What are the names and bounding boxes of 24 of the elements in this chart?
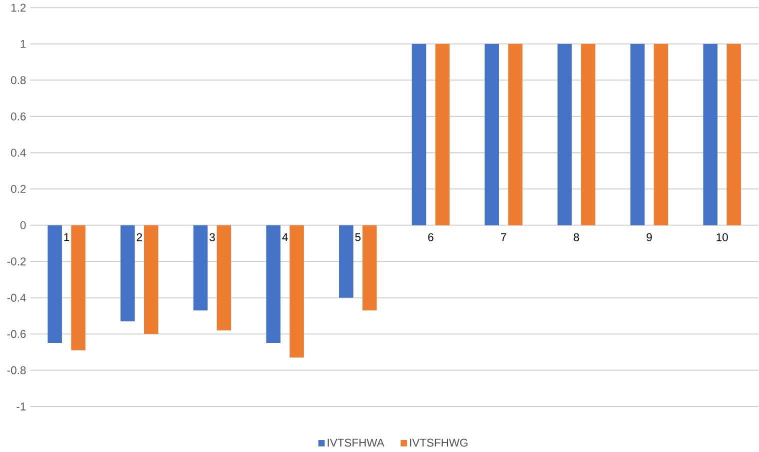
y-tick-label: 0.2 xyxy=(11,184,26,193)
y-tick-label: -1 xyxy=(16,402,26,410)
y-tick-label: 1.2 xyxy=(11,4,26,12)
x-tick-label: 5 xyxy=(355,233,361,241)
x-tick-label: 9 xyxy=(646,233,652,242)
y-tick-label: -0.6 xyxy=(7,330,26,338)
legend-label: IVTSFHWA xyxy=(328,438,384,447)
y-tick-label: 0.8 xyxy=(11,76,26,84)
y-tick-label: 0.4 xyxy=(11,148,26,157)
x-tick-label: 4 xyxy=(282,233,288,241)
x-tick-label: 8 xyxy=(574,233,580,242)
x-tick-label: 10 xyxy=(716,233,728,242)
y-tick-label: -0.8 xyxy=(7,366,26,374)
y-tick-label: -0.4 xyxy=(7,294,26,302)
y-tick-label: 1 xyxy=(20,40,26,48)
x-tick-label: 7 xyxy=(501,233,506,241)
y-tick-label: -0.2 xyxy=(7,257,26,266)
x-tick-label: 6 xyxy=(428,233,434,242)
x-tick-label: 3 xyxy=(210,233,215,242)
legend-label: IVTSFHWG xyxy=(410,438,468,447)
x-tick-label: 2 xyxy=(136,233,142,241)
y-tick-label: 0 xyxy=(20,221,26,230)
x-tick-label: 1 xyxy=(64,233,70,241)
y-tick-label: 0.6 xyxy=(11,112,26,120)
